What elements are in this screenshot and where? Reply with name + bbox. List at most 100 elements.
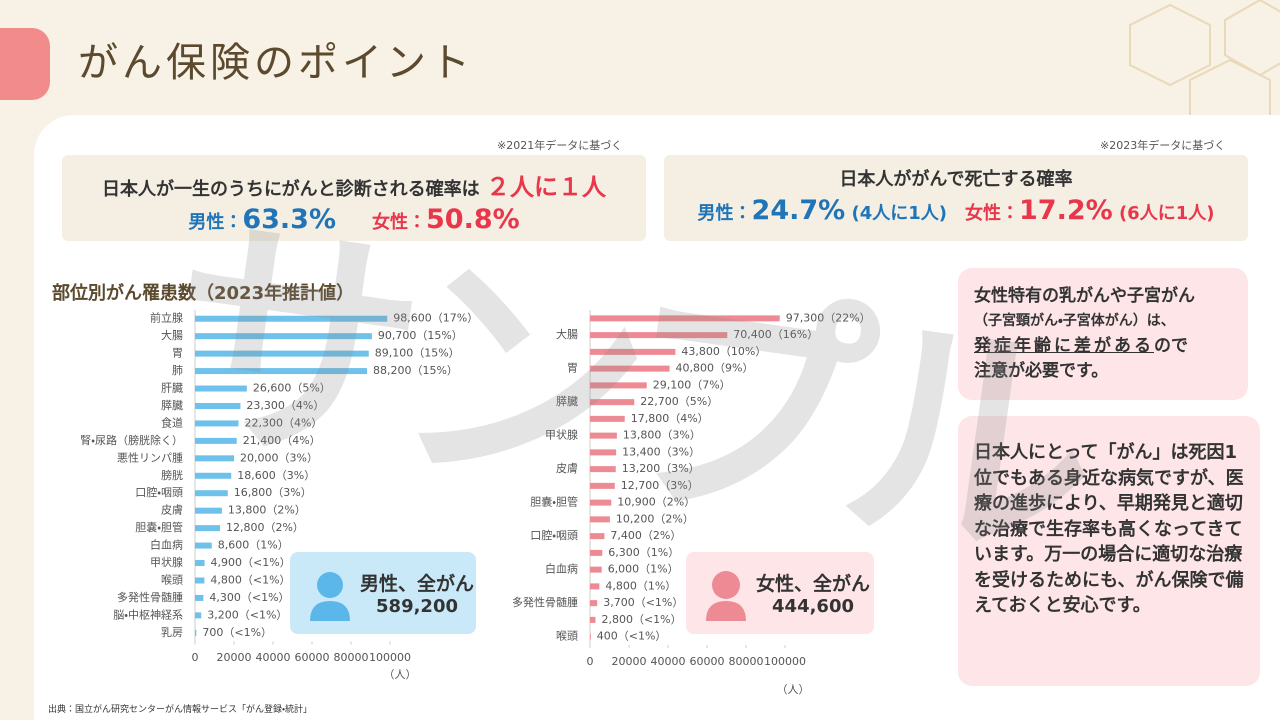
- callout-label: 男性、全がん: [360, 573, 475, 595]
- bar: [195, 542, 212, 549]
- value-label: 43,800（10%）: [681, 345, 766, 358]
- y-tick-label: 大腸: [161, 328, 183, 342]
- value-label: 400（<1%）: [597, 630, 667, 643]
- y-tick-label: 皮膚: [556, 461, 578, 475]
- value-label: 88,200（15%）: [373, 364, 458, 377]
- bar: [195, 560, 205, 567]
- callout-label: 女性、全がん: [756, 573, 871, 595]
- y-tick-label: 胆嚢・胆管: [135, 520, 183, 534]
- note: ※2023年データに基づく: [1100, 139, 1226, 152]
- bar: [590, 616, 596, 623]
- value-label: 70,400（16%）: [733, 328, 818, 341]
- x-tick-label: 0: [192, 651, 199, 664]
- bar: [590, 415, 625, 422]
- bar: [195, 437, 237, 444]
- x-tick-label: 0: [587, 655, 594, 668]
- female-label: 女性：: [965, 203, 1019, 224]
- bar: [195, 455, 234, 462]
- value-label: 6,300（1%）: [608, 546, 679, 559]
- female-value: 17.2%: [1019, 195, 1113, 226]
- bar: [195, 368, 367, 375]
- bar: [590, 633, 591, 640]
- chart-heading: 部位別がん罹患数（2023年推計値）: [52, 283, 355, 304]
- value-label: 12,800（2%）: [226, 521, 304, 534]
- bar: [590, 566, 602, 573]
- value-label: 7,400（2%）: [610, 529, 681, 542]
- callout-total: 589,200: [376, 596, 458, 617]
- callout-total: 444,600: [772, 596, 854, 617]
- value-label: 13,200（3%）: [622, 462, 700, 475]
- info-emphasis: 発症年齢に差がある: [974, 336, 1154, 356]
- y-tick-label: 腎・尿路（膀胱除く）: [80, 433, 183, 447]
- x-unit: （人）: [777, 683, 810, 696]
- x-tick-label: 100000: [764, 655, 806, 668]
- bar: [590, 516, 610, 523]
- value-label: 4,300（<1%）: [209, 591, 289, 604]
- bar: [590, 332, 728, 339]
- bar: [590, 600, 598, 607]
- bar: [195, 525, 220, 532]
- bar: [590, 466, 616, 473]
- y-tick-label: 甲状腺: [150, 555, 183, 569]
- x-tick-label: 60000: [690, 655, 725, 668]
- stat-box: 日本人ががんで死亡する確率 男性：24.7% (4人に1人) 女性：17.2% …: [664, 155, 1248, 241]
- bar: [195, 333, 372, 340]
- y-tick-label: 肺: [172, 364, 183, 377]
- info-line: ので: [1154, 336, 1188, 356]
- male-callout: 男性、全がん 589,200: [290, 552, 476, 634]
- bar: [195, 472, 232, 479]
- value-label: 90,700（15%）: [378, 329, 463, 342]
- info-box: 女性特有の乳がんや子宮がん （子宮頸がん・子宮体がん）は、 発症年齢に差があるの…: [958, 268, 1248, 400]
- info-line: 女性特有の乳がんや子宮がん: [974, 286, 1195, 306]
- stat-box: 日本人が一生のうちにがんと診断される確率は ２人に１人 男性：63.3% 女性：…: [62, 155, 646, 241]
- y-tick-label: 喉頭: [161, 573, 183, 586]
- info-box: 日本人にとって「がん」は死因1位でもある身近な病気ですが、医療の進歩により、早期…: [958, 416, 1260, 686]
- value-label: 16,800（3%）: [234, 486, 312, 499]
- value-label: 22,700（5%）: [640, 395, 718, 408]
- bar: [590, 348, 676, 355]
- value-label: 13,800（3%）: [623, 429, 701, 442]
- female-value: 50.8%: [426, 204, 520, 235]
- bar: [195, 490, 228, 497]
- stat-heading: 日本人ががんで死亡する確率: [839, 169, 1073, 190]
- bar: [590, 449, 617, 456]
- male-value: 63.3%: [242, 204, 336, 235]
- page-title: がん保険のポイント: [78, 40, 474, 86]
- y-tick-label: 口腔・咽頭: [135, 486, 183, 499]
- y-tick-label: 甲状腺: [545, 428, 578, 442]
- male-value: 24.7%: [751, 195, 846, 226]
- value-label: 97,300（22%）: [786, 311, 871, 324]
- bar: [195, 315, 388, 322]
- value-label: 10,900（2%）: [617, 496, 695, 509]
- female-callout: 女性、全がん 444,600: [686, 552, 874, 634]
- value-label: 26,600（5%）: [253, 382, 331, 395]
- bar: [590, 365, 670, 372]
- x-tick-label: 100000: [369, 651, 411, 664]
- stat-highlight: ２人に１人: [485, 173, 606, 201]
- value-label: 20,000（3%）: [240, 451, 318, 464]
- y-tick-label: 大腸: [556, 327, 578, 341]
- bar: [590, 399, 635, 406]
- female-icon: [706, 571, 746, 621]
- y-tick-label: 白血病: [150, 538, 183, 552]
- male-ratio: (4人に1人): [851, 203, 947, 224]
- male-icon: [310, 572, 350, 621]
- x-tick-label: 40000: [256, 651, 291, 664]
- value-label: 40,800（9%）: [676, 362, 754, 375]
- x-tick-label: 80000: [729, 655, 764, 668]
- source: 出典：国立がん研究センターがん情報サービス「がん登録・統計」: [48, 705, 313, 715]
- y-tick-label: 皮膚: [161, 503, 183, 517]
- y-tick-label: 肝臓: [161, 382, 183, 395]
- value-label: 700（<1%）: [202, 626, 272, 639]
- female-label: 女性：: [372, 212, 426, 233]
- y-tick-label: 悪性リンパ腫: [117, 450, 183, 464]
- value-label: 4,800（<1%）: [210, 573, 290, 586]
- bar: [590, 382, 647, 389]
- male-label: 男性：: [697, 203, 752, 224]
- bar: [195, 507, 222, 514]
- bar: [590, 499, 612, 506]
- bar: [590, 583, 600, 590]
- value-label: 17,800（4%）: [631, 412, 709, 425]
